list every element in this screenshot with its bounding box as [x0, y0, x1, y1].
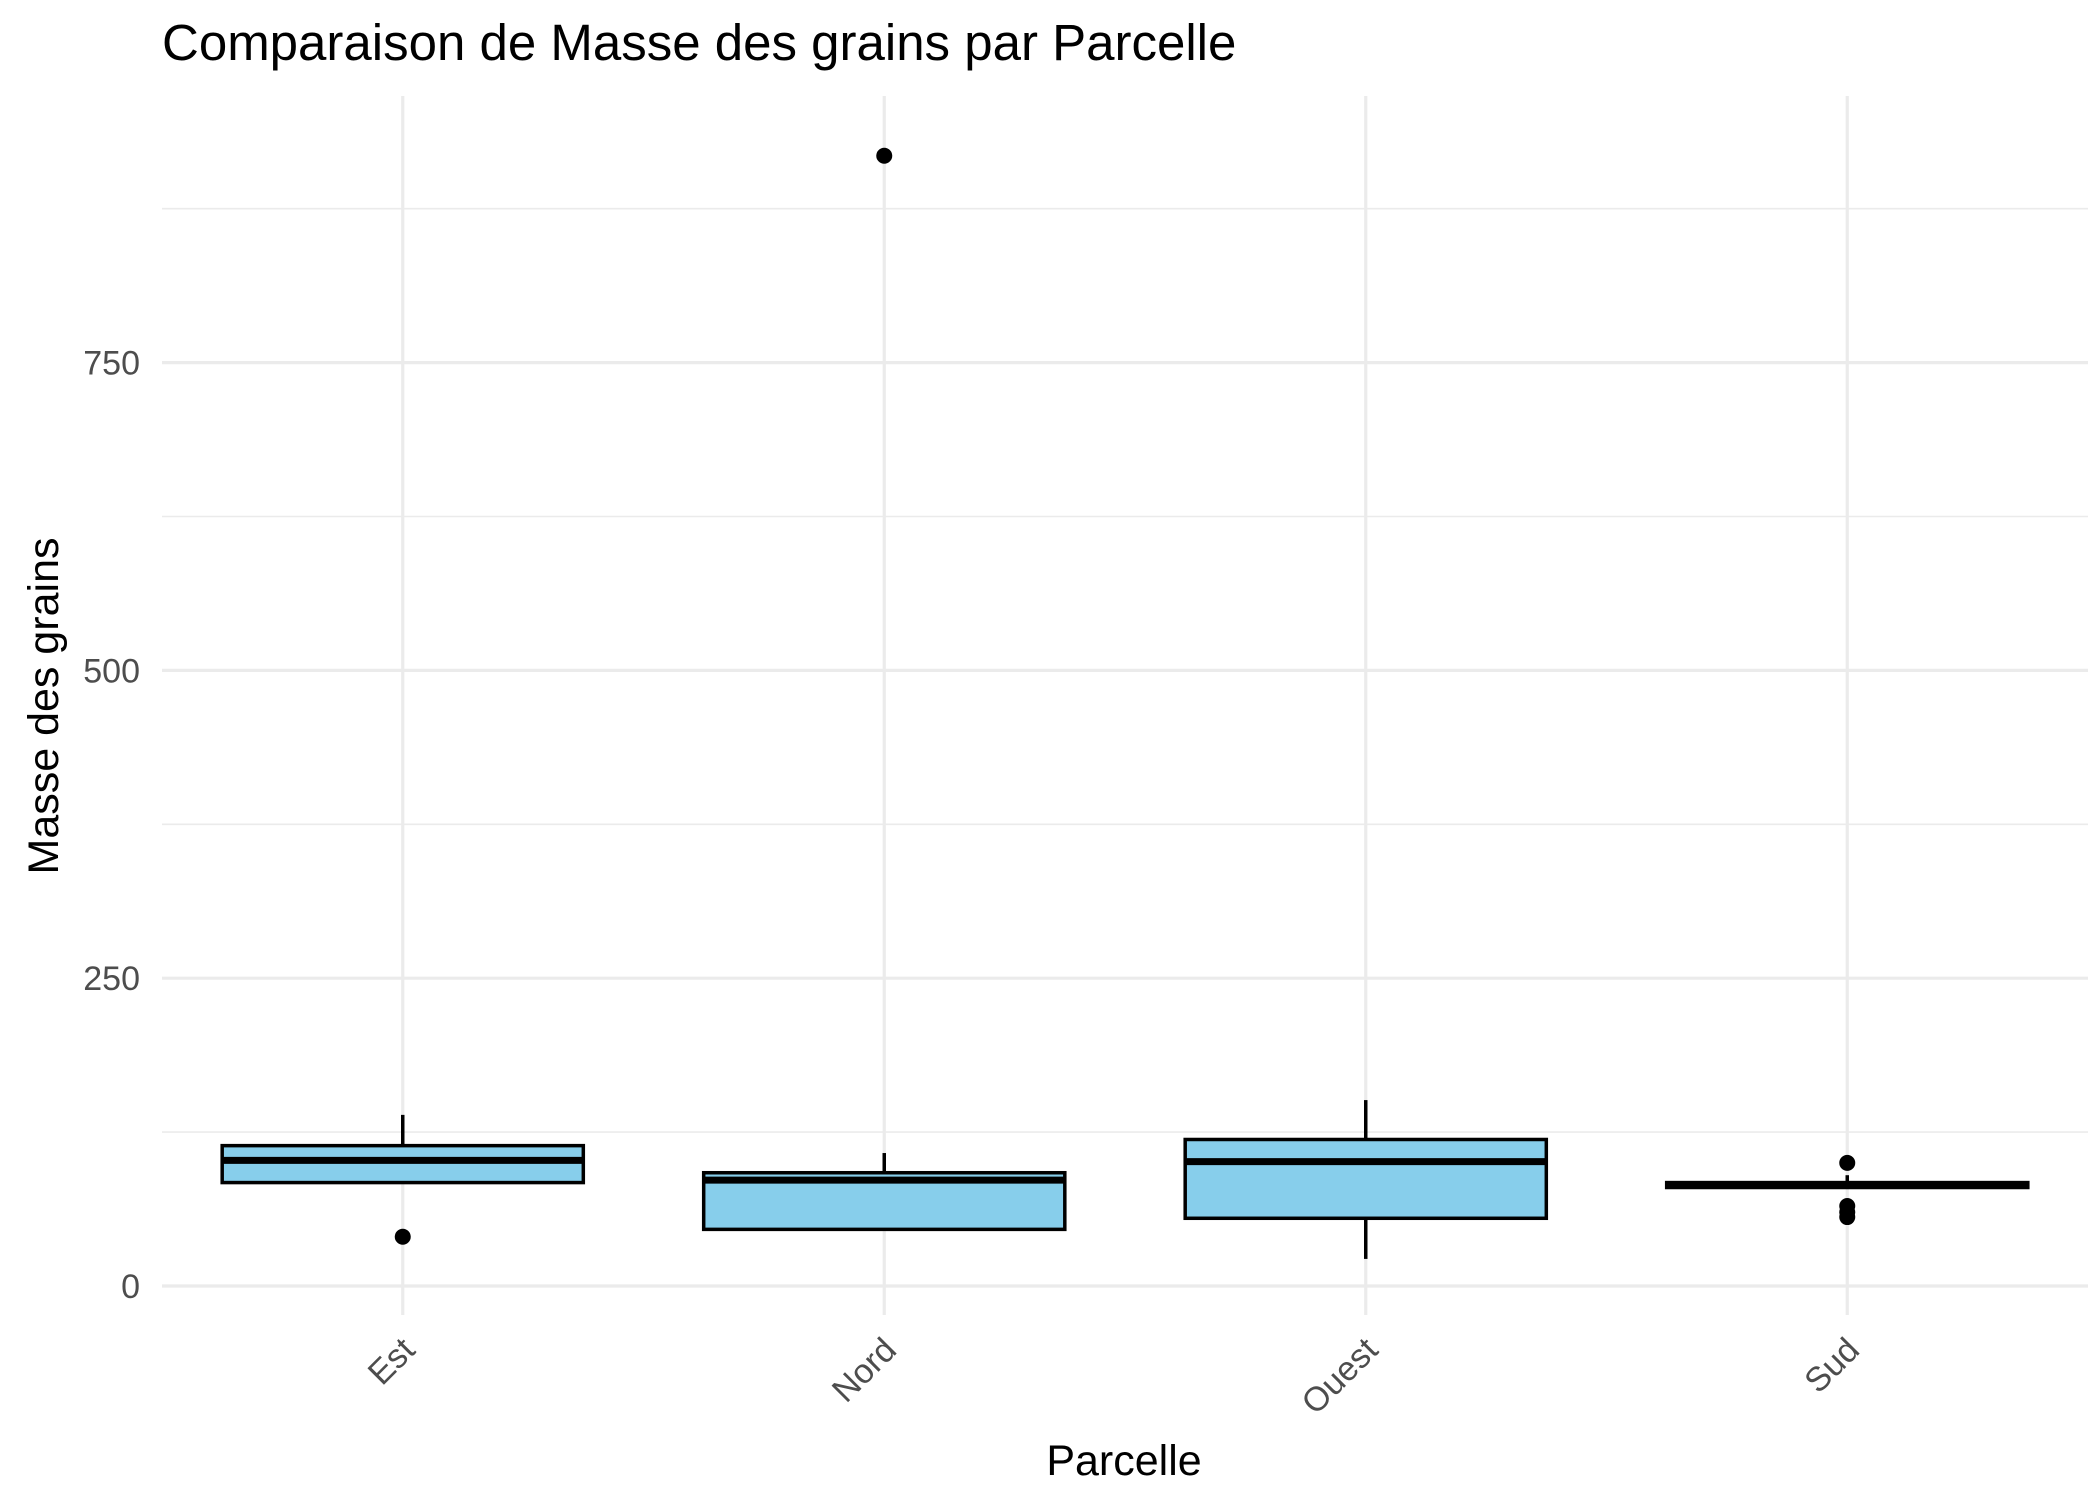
- x-tick-label: Nord: [825, 1331, 904, 1410]
- y-tick-label: 250: [83, 960, 140, 998]
- x-axis-title: Parcelle: [1046, 1437, 1201, 1485]
- y-axis-title: Masse des grains: [20, 538, 68, 875]
- x-tick-label: Sud: [1797, 1331, 1867, 1401]
- box: [1183, 1137, 1549, 1221]
- chart-title: Comparaison de Masse des grains par Parc…: [162, 14, 1236, 71]
- box-group-nord: [701, 147, 1067, 1232]
- box-group-ouest: [1183, 1100, 1549, 1259]
- y-tick-label: 750: [83, 345, 140, 383]
- tick-layer: 0 250 500 750 Est Nord Ouest Sud: [83, 345, 1867, 1422]
- grid-layer: [162, 96, 2088, 1315]
- box: [220, 1143, 586, 1185]
- outlier-point: [876, 147, 893, 164]
- outlier-point: [1839, 1154, 1856, 1171]
- y-tick-label: 500: [83, 652, 140, 690]
- box-group-sud: [1664, 1154, 2030, 1226]
- outlier-point: [394, 1228, 411, 1245]
- x-tick-label: Est: [361, 1330, 423, 1392]
- outlier-point: [1839, 1209, 1856, 1226]
- box-layer: [220, 147, 2030, 1259]
- y-tick-label: 0: [121, 1268, 140, 1306]
- box-group-est: [220, 1114, 586, 1245]
- x-tick-label: Ouest: [1294, 1330, 1385, 1421]
